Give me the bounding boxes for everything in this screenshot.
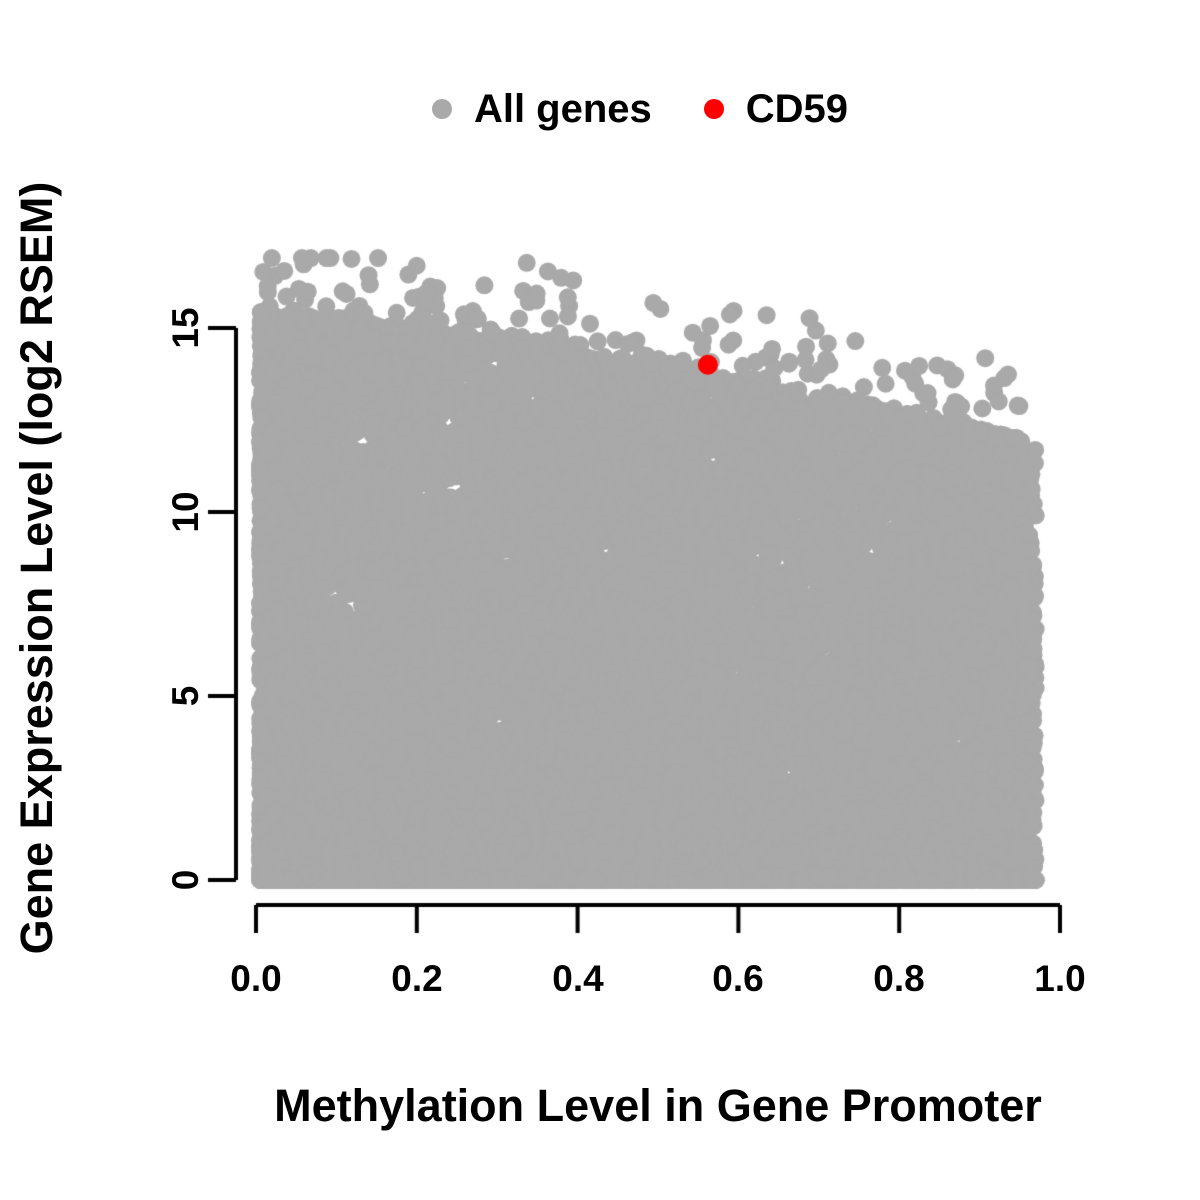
legend-label-all-genes: All genes: [473, 87, 652, 131]
legend-label-cd59: CD59: [745, 87, 849, 131]
x-tick-label-3: 0.6: [712, 958, 764, 999]
legend-item-all-genes: All genes: [431, 87, 652, 131]
x-tick-label-2: 0.4: [552, 958, 604, 999]
x-tick-label-0: 0.0: [230, 958, 282, 999]
all-genes-dot-icon: [431, 99, 452, 119]
cd59-dot-icon: [703, 99, 724, 119]
x-axis-title: Methylation Level in Gene Promoter: [274, 1080, 1042, 1131]
x-tick-label-4: 0.8: [873, 958, 925, 999]
legend: All genes CD59: [238, 82, 1042, 136]
legend-item-cd59: CD59: [703, 87, 849, 131]
x-tick-label-1: 0.2: [391, 958, 443, 999]
x-tick-label-5: 1.0: [1034, 958, 1086, 999]
